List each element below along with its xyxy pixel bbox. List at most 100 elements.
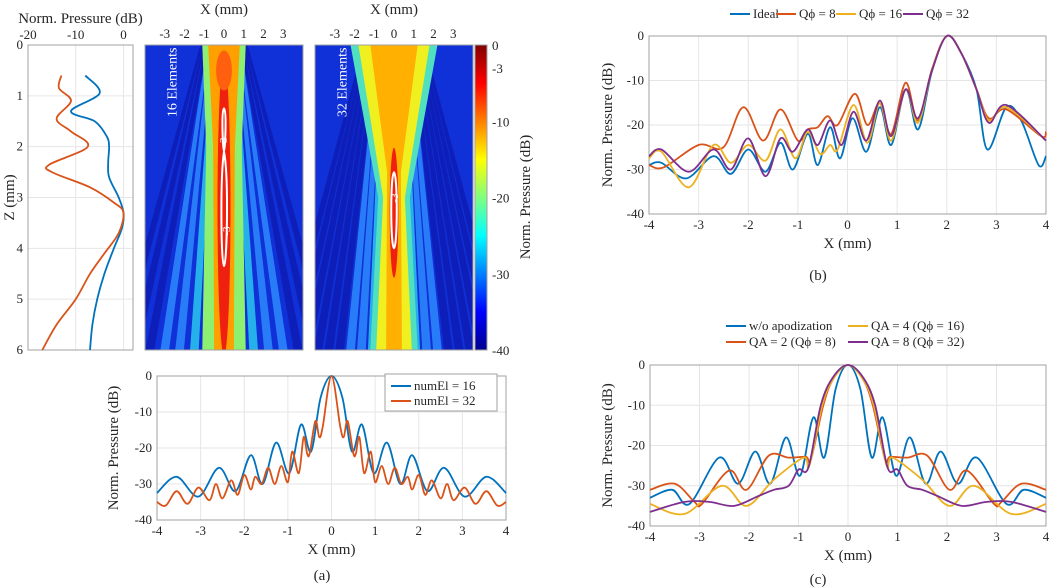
x-tick-label: -4 [644,217,655,232]
x-tick-label: 1 [411,26,418,41]
y-tick-label: -30 [627,162,644,177]
side-lobe-streak [240,45,303,350]
y-tick-label: -30 [135,476,152,491]
side-lobe-streak [160,45,210,350]
side-lobe-streak [420,45,473,285]
legend-label: QA = 8 (Qϕ = 32) [871,334,964,349]
x-tick-label: 1 [894,217,901,232]
side-lobe-streak [145,45,206,325]
x-tick-label: -20 [19,27,36,42]
x-tick-label: 0 [120,27,127,42]
legend-label: numEl = 32 [414,393,476,408]
y-tick-label: -40 [628,518,645,533]
x-tick-label: 2 [944,217,951,232]
y-tick-label: -20 [627,117,644,132]
colorbar-tick-label: 0 [492,38,499,53]
plot-frame [648,35,1047,215]
contour-line [390,171,398,250]
beam-red [217,60,231,350]
figure-caption: (b) [809,268,827,284]
x-tick-label: 0 [221,26,228,41]
side-lobe-streak [324,45,376,350]
y-tick-label: 4 [17,240,24,255]
colorbar-tick-label: -10 [492,114,509,129]
colorbar-tick-label: -40 [492,343,509,358]
heatmap-field [145,45,303,350]
y-tick-label: 5 [17,291,24,306]
x-tick-label: 4 [503,523,510,538]
side-lobe-streak [412,45,464,350]
legend-label: Ideal [753,6,779,21]
x-tick-label: 3 [450,26,457,41]
x-tick-label: 1 [894,529,901,544]
y-tick-label: 0 [146,368,153,383]
side-lobe-streak [242,45,303,325]
x-tick-label: -10 [67,27,84,42]
legend-label: Qϕ = 16 [859,6,903,21]
element-count-annotation: 16 Elements [166,48,181,118]
x-tick-label: 0 [328,523,335,538]
contour-line [220,107,229,268]
x-tick-label: 4 [1043,217,1050,232]
legend-label: Qϕ = 32 [926,6,969,21]
x-axis-label: X (mm) [308,542,356,558]
legend-label: QA = 4 (Qϕ = 16) [871,318,964,333]
side-lobe-streak [245,45,303,271]
figure-caption: (a) [314,568,331,584]
x-tick-label: 0 [845,529,852,544]
y-axis-label: Norm. Pressure (dB) [106,386,122,511]
y-tick-label: 0 [639,357,646,372]
plot-frame [314,44,474,351]
beam-red-top [216,50,232,91]
side-lobe-streak [238,45,288,350]
x-tick-label: 3 [993,217,1000,232]
series-line-1 [156,375,507,507]
side-lobe-streak [315,45,368,285]
x-tick-label: -3 [693,217,704,232]
x-axis-label: X (mm) [370,2,418,18]
legend: Ideal Qϕ = 8 Qϕ = 16 Qϕ = 32 [730,6,969,21]
x-tick-label: -1 [282,523,293,538]
x-tick-label: 3 [459,523,466,538]
x-tick-label: -1 [369,26,380,41]
x-tick-label: 4 [1043,529,1050,544]
legend-label: w/o apodization [749,318,833,333]
side-lobe-streak [175,45,213,350]
y-tick-label: -20 [135,440,152,455]
series-line-1 [41,75,125,351]
y-tick-label: -10 [135,404,152,419]
y-tick-label: 3 [17,190,24,205]
x-tick-label: 0 [391,26,398,41]
x-tick-label: 3 [280,26,287,41]
x-tick-label: 1 [372,523,379,538]
y-tick-label: 6 [17,342,24,357]
y-axis-label: Norm. Pressure (dB) [600,63,616,188]
side-lobe-streak [315,45,371,332]
y-tick-label: 0 [17,37,24,52]
y-tick-label: -10 [627,73,644,88]
y-tick-label: -20 [628,438,645,453]
side-lobe-streak [422,45,473,249]
y-tick-label: -10 [628,397,645,412]
x-tick-label: -1 [199,26,210,41]
contour-label: -3 [221,226,233,236]
plot-frame [27,44,134,351]
y-tick-label: 0 [638,28,645,43]
legend-label: Qϕ = 8 [799,6,836,21]
chart-axial: -20 -10 0 0 1 2 3 4 5 6 Norm. Pressure (dB) Z (mm) [2,11,143,357]
y-tick-label: -40 [627,206,644,221]
colorbar-gradient [474,44,488,351]
x-axis-label: X (mm) [824,548,872,564]
colorbar-label: Norm. Pressure (dB) [518,135,534,260]
side-lobe-streak [145,45,203,271]
x-tick-label: 2 [416,523,423,538]
x-tick-label: -2 [349,26,360,41]
x-tick-label: -3 [694,529,705,544]
x-tick-label: -2 [179,26,190,41]
x-tick-label: -3 [159,26,170,41]
legend-label: numEl = 16 [414,378,476,393]
legend-label: QA = 2 (Qϕ = 8) [749,334,836,349]
series-line-3 [648,34,1047,178]
